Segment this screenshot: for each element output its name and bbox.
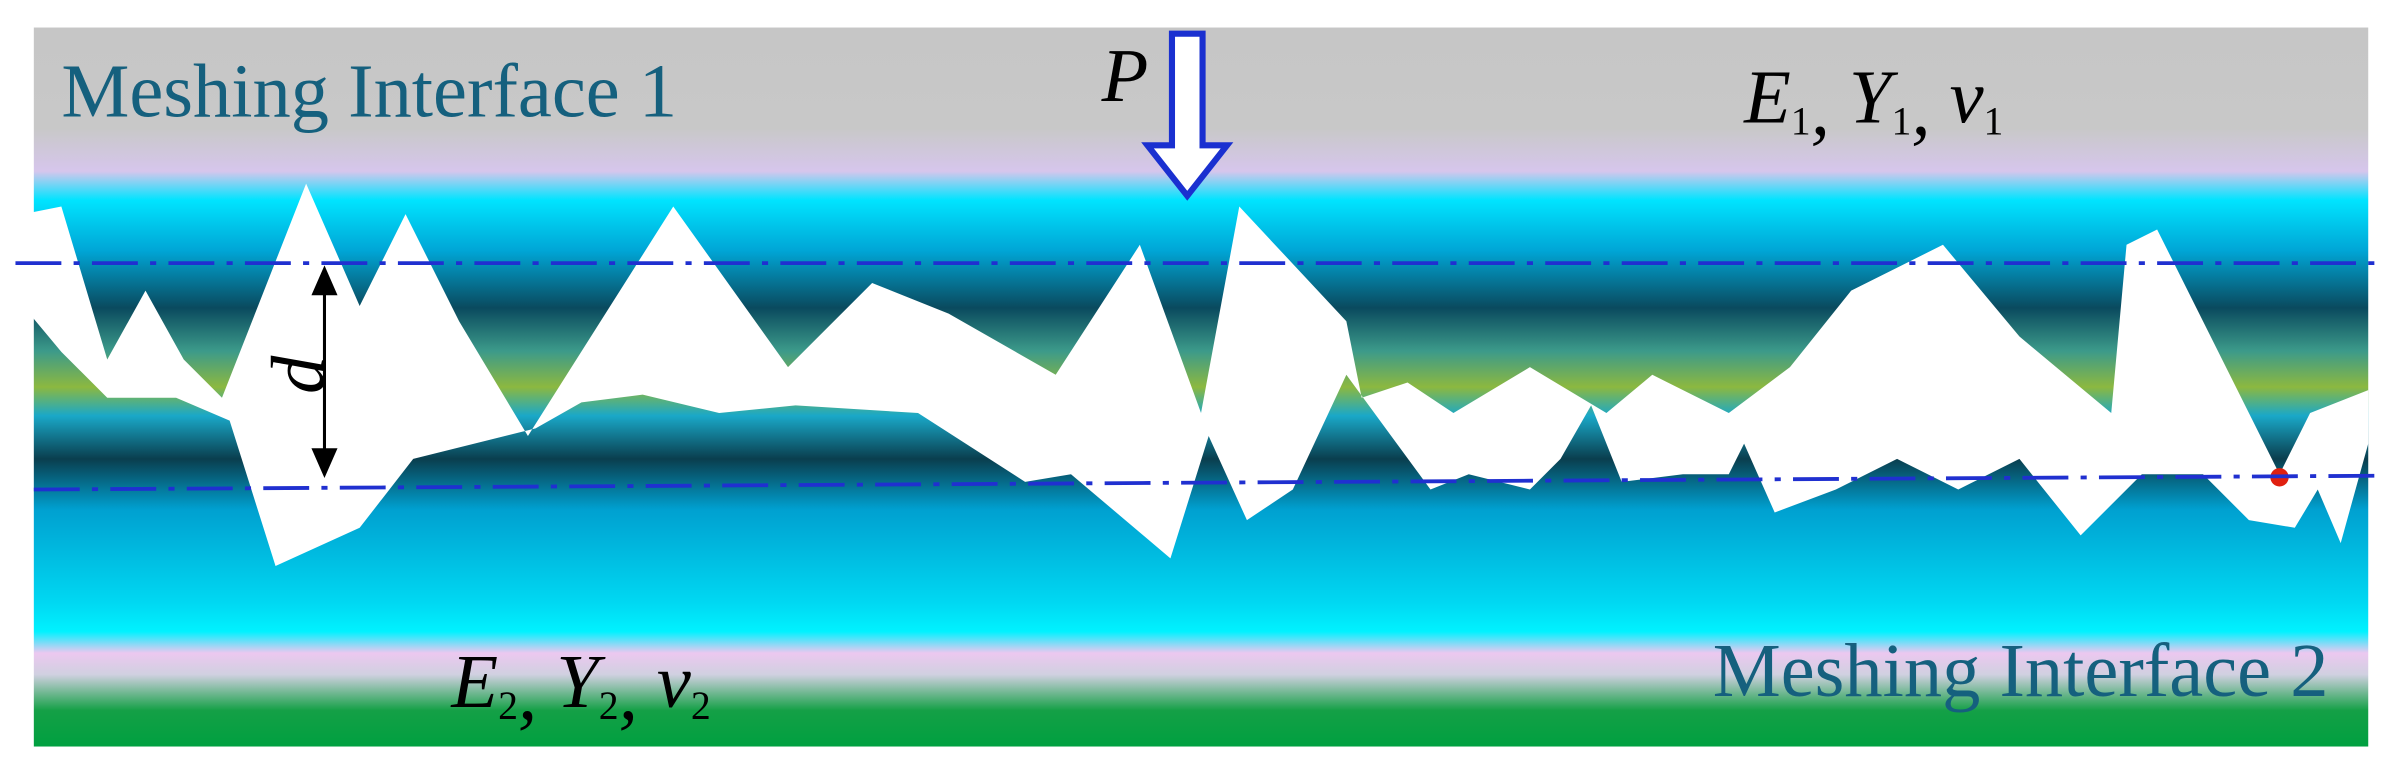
load-arrow <box>1141 30 1234 201</box>
symbol: E <box>1743 54 1791 139</box>
separator: , <box>518 651 556 736</box>
subscript: 2 <box>599 684 619 728</box>
subscript: 1 <box>1891 100 1911 144</box>
subscript: 1 <box>1791 100 1811 144</box>
interface-top-label: Meshing Interface 1 <box>61 48 677 133</box>
separation-arrow <box>311 265 338 479</box>
separator: , <box>1811 67 1849 152</box>
separator: , <box>619 651 657 736</box>
contact-gap <box>23 183 2369 567</box>
mean-line-bottom <box>33 473 2375 492</box>
material-bottom: E2, Y2, ν2 <box>450 639 710 736</box>
material-top: E1, Y1, ν1 <box>1743 54 2003 151</box>
symbol: Y <box>1849 54 1899 139</box>
symbol: ν <box>657 639 691 724</box>
symbol: E <box>450 639 498 724</box>
symbol: Y <box>556 639 606 724</box>
symbol: ν <box>1950 54 1984 139</box>
subscript: 1 <box>1984 100 2004 144</box>
subscript: 2 <box>691 684 711 728</box>
separator: , <box>1911 67 1949 152</box>
load-label: P <box>1101 33 1149 118</box>
subscript: 2 <box>498 684 518 728</box>
interface-bottom-label: Meshing Interface 2 <box>1713 628 2329 713</box>
separation-label: d <box>256 355 341 394</box>
